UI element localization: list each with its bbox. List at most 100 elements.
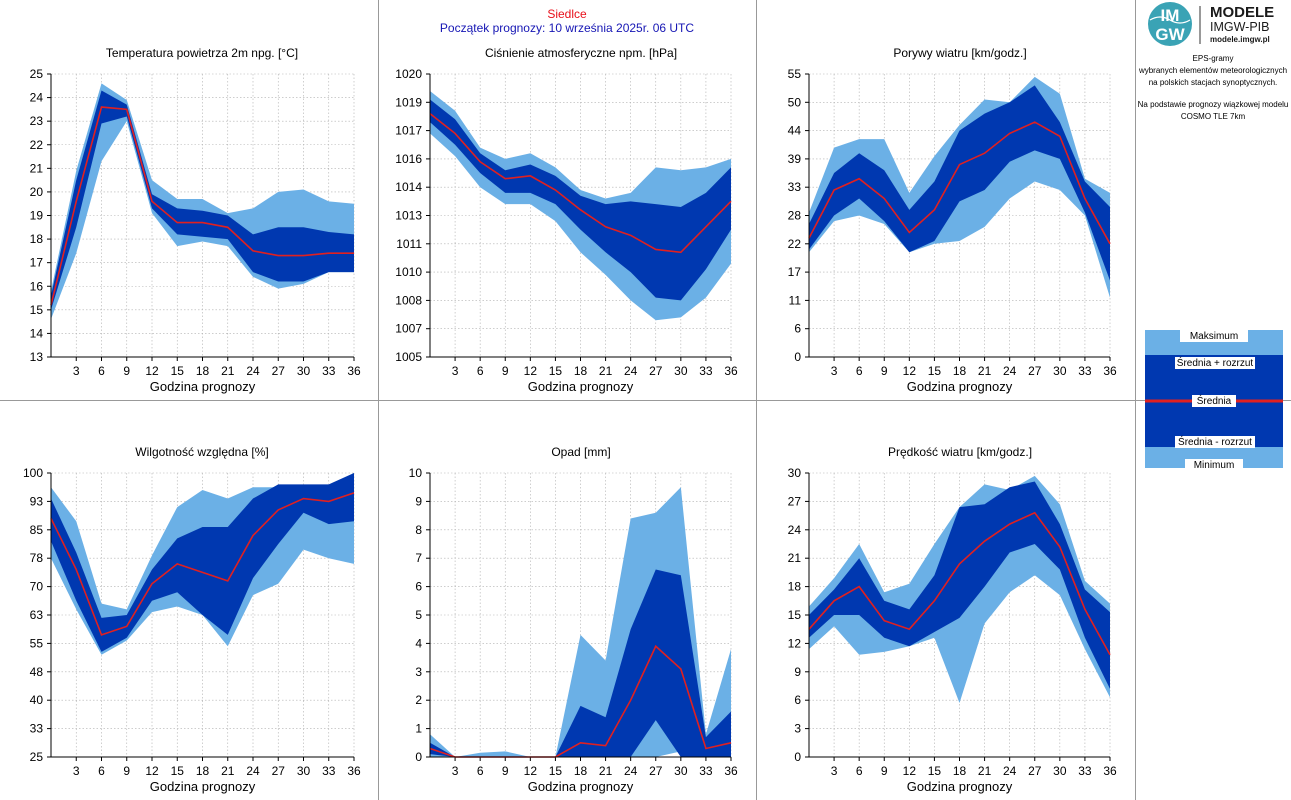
logo-mark-bottom: GW: [1155, 25, 1185, 44]
temperature-ytick-label: 23: [30, 114, 44, 128]
precipitation-xtick-label: 33: [699, 764, 713, 778]
gusts-title: Porywy wiatru [km/godz.]: [893, 46, 1026, 60]
gusts-chart: Porywy wiatru [km/godz.]0611172228333944…: [788, 46, 1117, 394]
humidity-xtick-label: 36: [347, 764, 361, 778]
gusts-xtick-label: 6: [856, 364, 863, 378]
wind-speed-xtick-label: 18: [953, 764, 967, 778]
wind-speed-ytick-label: 18: [788, 580, 802, 594]
pressure-xtick-label: 30: [674, 364, 688, 378]
humidity-xtick-label: 9: [123, 764, 130, 778]
precipitation-ytick-label: 5: [415, 608, 422, 622]
wind-speed-xtick-label: 3: [831, 764, 838, 778]
wind-speed-ytick-label: 3: [794, 722, 801, 736]
wind-speed-ytick-label: 21: [788, 551, 802, 565]
temperature-mean-line: [50, 106, 354, 306]
humidity-ytick-label: 40: [30, 693, 44, 707]
logo-wave: [1149, 16, 1191, 24]
gusts-ytick-label: 0: [794, 350, 801, 364]
humidity-xtick-label: 33: [322, 764, 336, 778]
humidity-ytick-label: 55: [30, 636, 44, 650]
pressure-ytick-label: 1013: [395, 209, 422, 223]
logo-line2: IMGW-PIB: [1210, 20, 1270, 34]
temperature-xtick-label: 27: [272, 364, 286, 378]
humidity-spread-band: [51, 473, 354, 652]
info-line-1: EPS-gramy: [1193, 54, 1234, 63]
legend-mean-plus: Średnia + rozrzut: [1177, 356, 1254, 369]
temperature-ytick-label: 22: [30, 138, 44, 152]
wind-speed-title: Prędkość wiatru [km/godz.]: [888, 445, 1032, 459]
gusts-mean-line: [808, 121, 1111, 245]
gusts-ytick-label: 50: [788, 95, 802, 109]
temperature-ytick-label: 16: [30, 279, 44, 293]
gusts-xtick-label: 33: [1078, 364, 1092, 378]
precipitation-xtick-label: 36: [724, 764, 738, 778]
gusts-ytick-label: 55: [788, 67, 802, 81]
temperature-ytick-label: 18: [30, 232, 44, 246]
humidity-xtick-label: 6: [98, 764, 105, 778]
wind-speed-xtick-label: 12: [903, 764, 917, 778]
wind-speed-xtick-label: 36: [1103, 764, 1117, 778]
legend-mean-plus-label-bg: [1175, 357, 1255, 369]
pressure-xtick-label: 36: [724, 364, 738, 378]
pressure-ytick-label: 1019: [395, 95, 422, 109]
temperature-xtick-label: 12: [145, 364, 159, 378]
wind-speed-mean-line: [808, 511, 1111, 656]
humidity-xlabel: Godzina prognozy: [150, 779, 256, 794]
pressure-ytick-label: 1014: [395, 180, 422, 194]
precipitation-xtick-label: 3: [452, 764, 459, 778]
temperature-xtick-label: 33: [322, 364, 336, 378]
temperature-xtick-label: 30: [297, 364, 311, 378]
info-line-2: wybranych elementów meteorologicznych: [1138, 66, 1287, 75]
gusts-spread-band: [809, 85, 1110, 281]
wind-speed-xtick-label: 9: [881, 764, 888, 778]
wind-speed-chart: Prędkość wiatru [km/godz.]03691215182124…: [788, 445, 1117, 794]
precipitation-ytick-label: 6: [415, 580, 422, 594]
gusts-ytick-label: 22: [788, 237, 802, 251]
humidity-xtick-label: 12: [145, 764, 159, 778]
gusts-ytick-label: 17: [788, 265, 802, 279]
pressure-ytick-label: 1010: [395, 265, 422, 279]
wind-speed-ytick-label: 27: [788, 494, 802, 508]
info-text: EPS-gramy wybranych elementów meteorolog…: [1138, 54, 1289, 121]
precipitation-ytick-label: 1: [415, 722, 422, 736]
logo-circle: [1148, 2, 1192, 46]
precipitation-xtick-label: 9: [502, 764, 509, 778]
station-name: Siedlce: [547, 7, 587, 21]
precipitation-ytick-label: 2: [415, 693, 422, 707]
humidity-ytick-label: 85: [30, 523, 44, 537]
wind-speed-ytick-label: 15: [788, 608, 802, 622]
gusts-xtick-label: 15: [928, 364, 942, 378]
pressure-xtick-label: 33: [699, 364, 713, 378]
info-line-5: Na podstawie prognozy wiązkowej modelu: [1138, 100, 1289, 109]
gusts-ytick-label: 39: [788, 152, 802, 166]
legend-mean-minus-label-bg: [1175, 436, 1255, 448]
temperature-ytick-label: 25: [30, 67, 44, 81]
humidity-xtick-label: 24: [246, 764, 260, 778]
pressure-xlabel: Godzina prognozy: [528, 379, 634, 394]
precipitation-xtick-label: 30: [674, 764, 688, 778]
pressure-chart: Ciśnienie atmosferyczne npm. [hPa] 1005 10…: [395, 46, 738, 394]
humidity-xtick-label: 30: [297, 764, 311, 778]
pressure-xtick-label: 24: [624, 364, 638, 378]
temperature-ytick-label: 13: [30, 350, 44, 364]
precipitation-ytick-label: 3: [415, 665, 422, 679]
pressure-ytick-label: 1020: [395, 67, 422, 81]
gusts-ytick-label: 6: [794, 322, 801, 336]
pressure-xtick-label: 6: [477, 364, 484, 378]
wind-speed-xtick-label: 21: [978, 764, 992, 778]
pressure-ytick-label: 1005: [395, 350, 422, 364]
gusts-xtick-label: 3: [831, 364, 838, 378]
wind-speed-xlabel: Godzina prognozy: [907, 779, 1013, 794]
pressure-xtick-label: 9: [502, 364, 509, 378]
gusts-xtick-label: 21: [978, 364, 992, 378]
gusts-xtick-label: 24: [1003, 364, 1017, 378]
precipitation-xtick-label: 12: [524, 764, 538, 778]
humidity-xtick-label: 3: [73, 764, 80, 778]
legend-min: Minimum: [1194, 460, 1235, 471]
precipitation-ytick-label: 7: [415, 551, 422, 565]
legend-mean-minus: Średnia - rozrzut: [1178, 435, 1252, 448]
pressure-title: Ciśnienie atmosferyczne npm. [hPa]: [485, 46, 677, 60]
temperature-xtick-label: 18: [196, 364, 210, 378]
precipitation-xtick-label: 6: [477, 764, 484, 778]
